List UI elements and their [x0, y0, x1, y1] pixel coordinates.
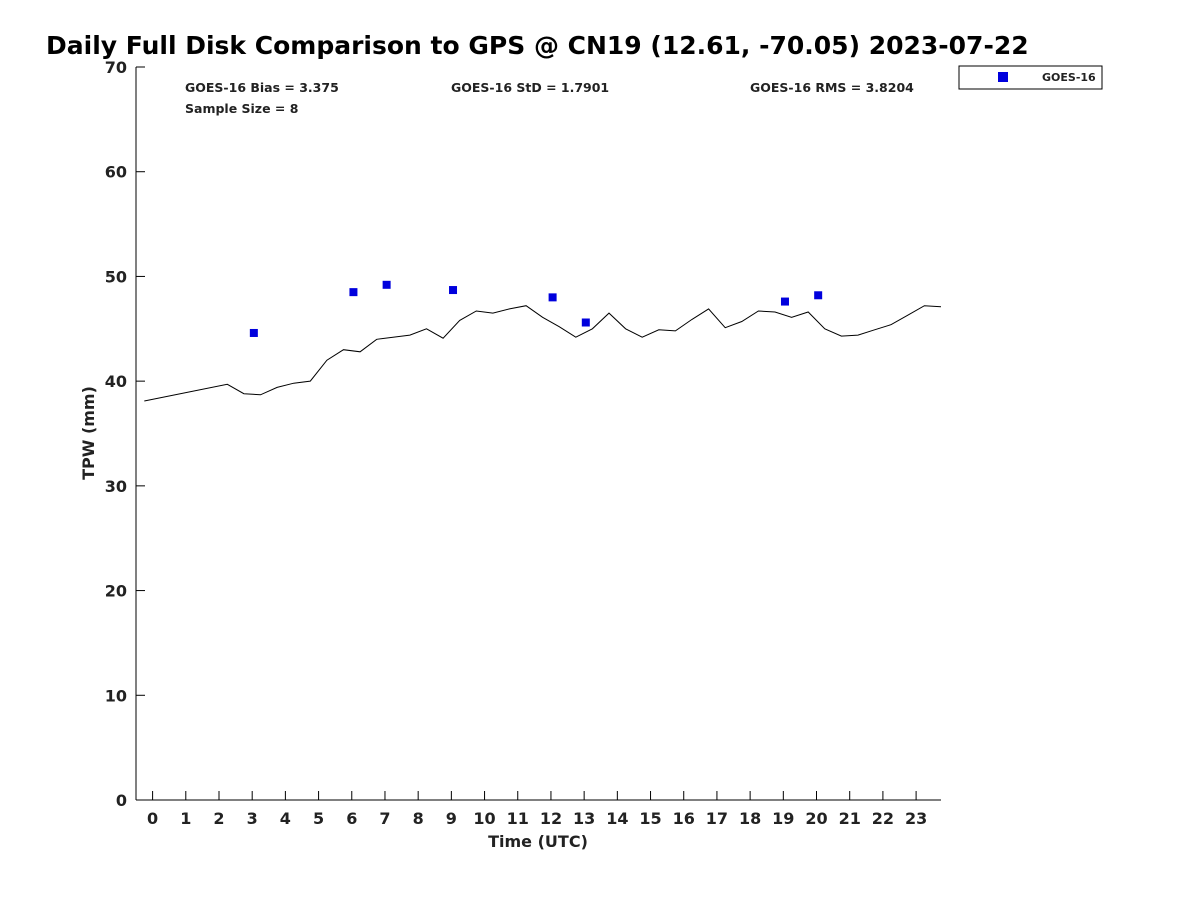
y-tick-label: 10 — [105, 686, 127, 705]
x-axis-label: Time (UTC) — [488, 832, 588, 851]
x-tick-label: 11 — [507, 809, 529, 828]
x-tick-label: 5 — [313, 809, 324, 828]
x-tick-label: 16 — [673, 809, 695, 828]
x-tick-label: 18 — [739, 809, 761, 828]
gps-series-line — [144, 305, 942, 402]
goes16-marker — [581, 318, 590, 327]
y-tick-label: 0 — [116, 791, 127, 810]
x-tick-label: 9 — [446, 809, 457, 828]
goes16-marker — [382, 280, 391, 289]
x-tick-label: 6 — [346, 809, 357, 828]
y-axis-label: TPW (mm) — [79, 386, 98, 480]
x-tick-label: 21 — [839, 809, 861, 828]
y-tick-label: 70 — [105, 58, 127, 77]
y-axis: 0 10 20 30 40 50 60 70 — [105, 58, 145, 810]
x-tick-label: 17 — [706, 809, 728, 828]
y-tick-label: 50 — [105, 267, 127, 286]
goes16-series — [249, 280, 823, 337]
goes16-marker — [548, 293, 557, 302]
goes16-marker — [249, 328, 258, 337]
goes16-marker — [349, 288, 358, 297]
axes — [135, 67, 941, 801]
goes16-marker — [449, 286, 458, 295]
x-tick-label: 15 — [639, 809, 661, 828]
x-tick-label: 19 — [772, 809, 794, 828]
x-tick-label: 3 — [247, 809, 258, 828]
x-tick-label: 10 — [473, 809, 495, 828]
std-stat: GOES-16 StD = 1.7901 — [451, 80, 609, 95]
y-tick-label: 40 — [105, 372, 127, 391]
x-tick-label: 12 — [540, 809, 562, 828]
sample-size-stat: Sample Size = 8 — [185, 101, 298, 116]
x-tick-label: 7 — [379, 809, 390, 828]
legend-goes16-swatch — [998, 72, 1008, 82]
x-tick-label: 8 — [413, 809, 424, 828]
x-tick-label: 4 — [280, 809, 291, 828]
legend-goes16-label: GOES-16 — [1042, 71, 1096, 84]
y-tick-label: 30 — [105, 477, 127, 496]
x-tick-label: 20 — [805, 809, 827, 828]
y-tick-label: 20 — [105, 582, 127, 601]
x-tick-label: 23 — [905, 809, 927, 828]
legend: GOES-16 — [958, 65, 1103, 90]
chart-title: Daily Full Disk Comparison to GPS @ CN19… — [46, 31, 1029, 60]
x-tick-label: 0 — [147, 809, 158, 828]
x-tick-label: 22 — [872, 809, 894, 828]
x-tick-label: 2 — [213, 809, 224, 828]
x-tick-label: 1 — [180, 809, 191, 828]
x-tick-label: 13 — [573, 809, 595, 828]
goes16-marker — [780, 297, 789, 306]
bias-stat: GOES-16 Bias = 3.375 — [185, 80, 339, 95]
y-tick-label: 60 — [105, 163, 127, 182]
x-tick-label: 14 — [606, 809, 628, 828]
rms-stat: GOES-16 RMS = 3.8204 — [750, 80, 914, 95]
x-axis: 0 1 2 3 4 5 6 7 8 9 10 11 12 13 14 15 16 17 18 19 20 21 22 23 — [147, 791, 927, 828]
goes16-marker — [814, 291, 823, 300]
